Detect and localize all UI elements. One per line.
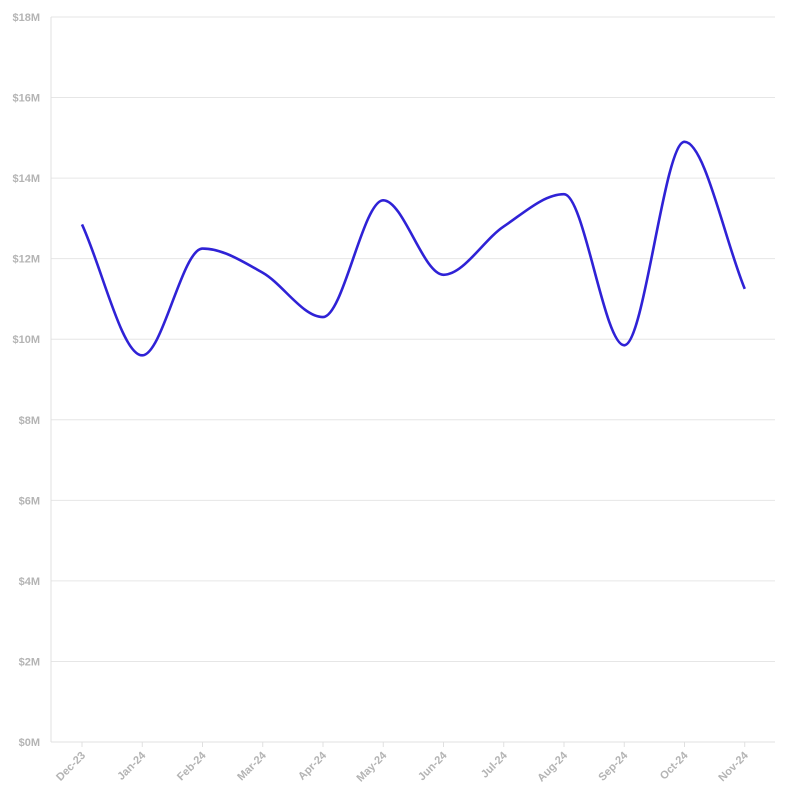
y-tick-label: $2M [19,656,40,668]
x-tick-label: Aug-24 [535,749,570,784]
x-tick-label: Mar-24 [235,749,269,783]
x-tick-label: Jul-24 [479,749,511,781]
y-tick-label: $16M [12,93,40,105]
x-tick-label: Apr-24 [296,749,330,783]
series-layer [80,140,746,357]
x-tick-labels: Dec-23 Jan-24 Feb-24 Mar-24 Apr-24 May-24 Jun-… [54,749,751,784]
y-tick-labels: $0M $2M $4M $6M $8M $10M $12M $14M $16M $18M [12,12,40,749]
x-tick-label: Feb-24 [175,749,209,783]
grid-layer [51,16,775,662]
x-tick-label: Jun-24 [416,749,450,783]
y-tick-label: $0M [19,737,40,749]
axis-layer [50,17,775,747]
y-tick-label: $6M [19,495,40,507]
y-tick-label: $8M [19,415,40,427]
x-tick-label: Oct-24 [658,749,691,782]
y-tick-label: $4M [19,576,40,588]
y-tick-label: $12M [12,254,40,266]
y-tick-label: $10M [12,334,40,346]
series-line [80,140,746,357]
x-tick-label: Sep-24 [596,749,631,784]
y-tick-label: $14M [12,173,40,185]
y-tick-label: $18M [12,12,40,24]
x-tick-label: Jan-24 [115,749,149,783]
x-tick-label: Nov-24 [716,749,751,784]
x-tick-label: Dec-23 [54,750,88,784]
x-tick-label: May-24 [355,749,390,784]
